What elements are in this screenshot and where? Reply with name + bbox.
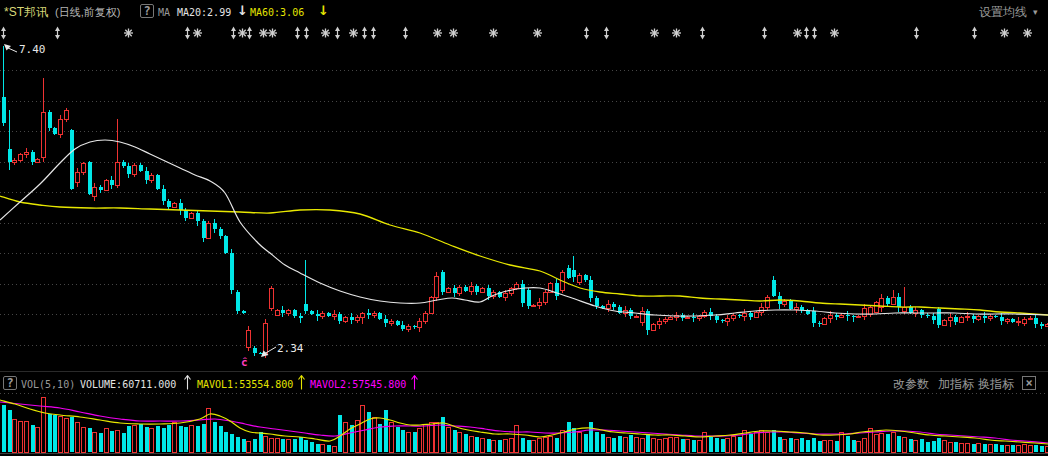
ma20-value: MA20:2.99: [177, 7, 231, 18]
set-ma-button[interactable]: 设置均线: [979, 4, 1027, 21]
top-toolbar: *ST邦讯 (日线,前复权) ? MA MA20:2.99 ↓ MA60:3.0…: [0, 0, 1048, 22]
ma-indicator-label[interactable]: MA: [158, 7, 170, 18]
volume-toolbar: ? VOL(5,10) VOLUME:60711.000 MAVOL1:5355…: [0, 372, 1048, 392]
volume-value: VOLUME:60711.000: [80, 379, 176, 390]
vol-help-icon[interactable]: ?: [3, 376, 17, 390]
gridlines: [0, 71, 1048, 454]
candlesticks: [2, 46, 1048, 358]
close-panel-icon[interactable]: ×: [1022, 376, 1036, 390]
high-price-label: 7.40: [19, 43, 46, 56]
add-indicator-button[interactable]: 加指标: [938, 376, 974, 393]
event-marks: [1, 27, 1032, 40]
ma60-value: MA60:3.06: [250, 7, 304, 18]
switch-indicator-button[interactable]: 换指标: [978, 376, 1014, 393]
event-c-label: ĉ: [241, 356, 248, 369]
ma60-trend-down-icon: ↓: [318, 3, 329, 18]
help-icon[interactable]: ?: [140, 4, 154, 18]
caret-down-icon: ▾: [1033, 7, 1038, 17]
chart-window: 7.40 2.34 ĉ *ST邦讯 (日线,前复权) ? MA MA20:2.99 …: [0, 0, 1048, 456]
change-params-button[interactable]: 改参数: [893, 376, 929, 393]
mavol2-value: MAVOL2:57545.800: [310, 379, 406, 390]
mavol1-value: MAVOL1:53554.800: [197, 379, 293, 390]
low-price-label: 2.34: [277, 342, 304, 355]
vol-indicator-label[interactable]: VOL(5,10): [21, 379, 75, 390]
stock-title: *ST邦讯: [4, 4, 48, 21]
period-label: (日线,前复权): [55, 5, 120, 20]
ma20-trend-down-icon: ↓: [237, 3, 248, 18]
